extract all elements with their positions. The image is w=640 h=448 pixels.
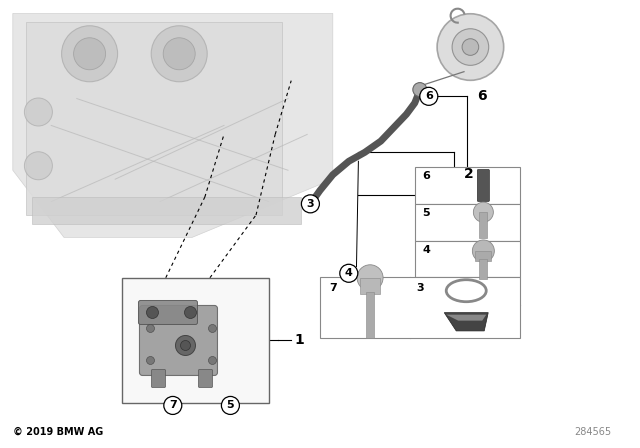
Circle shape xyxy=(221,396,239,414)
Text: 2: 2 xyxy=(464,167,474,181)
Circle shape xyxy=(180,340,191,350)
Circle shape xyxy=(420,87,438,105)
Text: 3: 3 xyxy=(307,199,314,209)
Text: 1: 1 xyxy=(294,333,304,348)
Circle shape xyxy=(357,265,383,291)
FancyBboxPatch shape xyxy=(415,204,520,241)
FancyBboxPatch shape xyxy=(122,278,269,403)
FancyBboxPatch shape xyxy=(366,292,374,338)
Circle shape xyxy=(472,240,494,262)
Text: 5: 5 xyxy=(422,208,430,218)
FancyBboxPatch shape xyxy=(479,259,488,279)
Circle shape xyxy=(474,202,493,222)
FancyBboxPatch shape xyxy=(26,22,282,215)
Polygon shape xyxy=(444,313,488,331)
FancyBboxPatch shape xyxy=(479,212,488,238)
Text: 4: 4 xyxy=(345,268,353,278)
Text: © 2019 BMW AG: © 2019 BMW AG xyxy=(13,427,103,437)
FancyBboxPatch shape xyxy=(415,167,520,204)
Circle shape xyxy=(163,38,195,70)
Circle shape xyxy=(413,82,427,97)
Circle shape xyxy=(175,336,195,355)
Circle shape xyxy=(61,26,118,82)
Ellipse shape xyxy=(446,280,486,302)
Circle shape xyxy=(301,195,319,213)
Text: 6: 6 xyxy=(477,89,486,103)
Circle shape xyxy=(437,14,504,80)
Circle shape xyxy=(24,98,52,126)
FancyBboxPatch shape xyxy=(477,169,490,202)
FancyBboxPatch shape xyxy=(138,301,198,324)
Circle shape xyxy=(74,38,106,70)
FancyBboxPatch shape xyxy=(140,306,218,375)
Text: 5: 5 xyxy=(227,401,234,410)
Polygon shape xyxy=(446,314,486,321)
Circle shape xyxy=(147,324,154,332)
FancyBboxPatch shape xyxy=(415,241,520,277)
Circle shape xyxy=(184,306,196,319)
Circle shape xyxy=(24,152,52,180)
Circle shape xyxy=(164,396,182,414)
Text: 284565: 284565 xyxy=(574,427,611,437)
Circle shape xyxy=(147,357,154,365)
Circle shape xyxy=(452,29,489,65)
Polygon shape xyxy=(13,13,333,237)
Circle shape xyxy=(151,26,207,82)
Text: 7: 7 xyxy=(330,283,337,293)
Circle shape xyxy=(305,198,319,212)
FancyBboxPatch shape xyxy=(198,370,212,388)
FancyBboxPatch shape xyxy=(32,197,301,224)
FancyBboxPatch shape xyxy=(320,277,520,338)
Circle shape xyxy=(209,324,216,332)
Text: 7: 7 xyxy=(169,401,177,410)
Circle shape xyxy=(462,39,479,56)
Ellipse shape xyxy=(452,285,480,297)
FancyBboxPatch shape xyxy=(476,251,492,261)
FancyBboxPatch shape xyxy=(152,370,166,388)
Circle shape xyxy=(147,306,159,319)
Circle shape xyxy=(209,357,216,365)
Text: 6: 6 xyxy=(422,171,430,181)
Text: 4: 4 xyxy=(422,245,430,255)
Text: 6: 6 xyxy=(425,91,433,101)
Text: 3: 3 xyxy=(417,283,424,293)
FancyBboxPatch shape xyxy=(360,278,380,294)
Circle shape xyxy=(340,264,358,282)
